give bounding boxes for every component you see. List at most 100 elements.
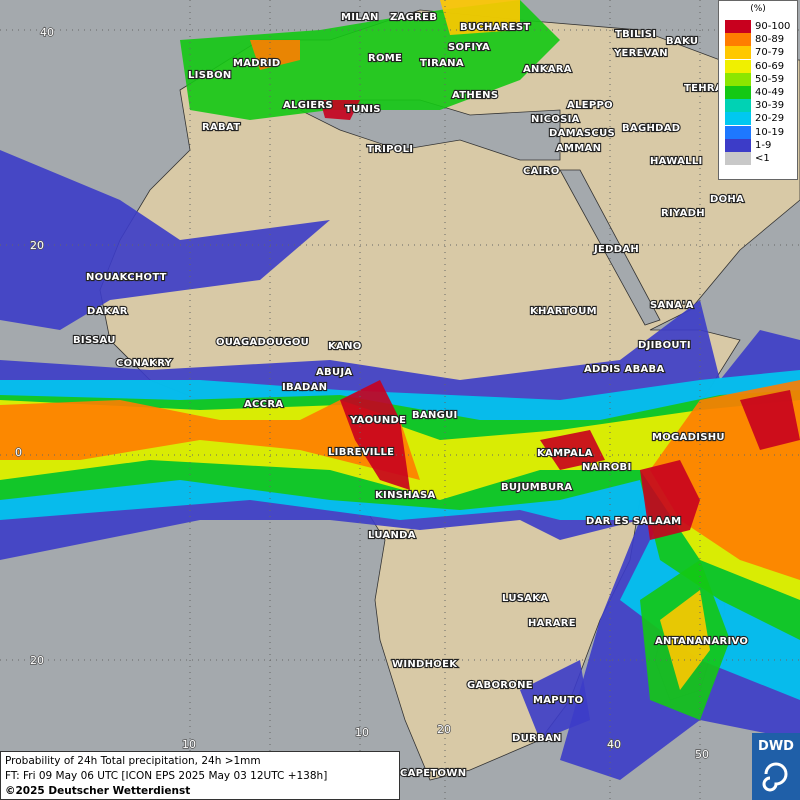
city-label: BANGUI [412, 410, 458, 421]
legend-label: 70-79 [755, 47, 785, 59]
city-label: WINDHOEK [392, 659, 458, 670]
legend-swatch [725, 59, 751, 73]
legend-label: 60-69 [755, 60, 785, 72]
city-label: YEREVAN [613, 48, 668, 59]
grid-label: 0 [15, 446, 22, 459]
city-label: ADDIS ABABA [584, 364, 665, 375]
city-label: SANA'A [650, 300, 694, 311]
precip-area [0, 150, 330, 330]
city-label: ALGIERS [283, 100, 333, 111]
grid-label: 10 [182, 738, 196, 751]
city-label: RIYADH [661, 208, 705, 219]
legend-entry: 10-19 [719, 125, 797, 139]
precip-area [440, 0, 520, 35]
legend-label: 90-100 [755, 21, 791, 33]
city-label: TIRANA [420, 58, 464, 69]
city-label: KINSHASA [375, 490, 436, 501]
legend-label: 1-9 [755, 139, 772, 151]
legend-label: <1 [755, 152, 770, 164]
legend-entry: 40-49 [719, 86, 797, 100]
caption: Probability of 24h Total precipitation, … [5, 755, 261, 767]
city-label: DURBAN [512, 733, 562, 744]
legend-swatch [725, 112, 751, 126]
precip-area [250, 40, 300, 70]
precip-area [740, 390, 800, 450]
city-label: DOHA [710, 194, 744, 205]
grid-label: 20 [30, 239, 44, 252]
city-label: CAIRO [523, 166, 560, 177]
legend-swatch [725, 72, 751, 86]
city-label: CAPETOWN [400, 768, 466, 779]
city-label: OUAGADOUGOU [216, 337, 309, 348]
city-label: JEDDAH [593, 244, 639, 255]
legend-entry: 80-89 [719, 33, 797, 47]
precip-area [660, 590, 710, 690]
city-label: SOFIYA [448, 42, 490, 53]
city-label: BAGHDAD [622, 123, 680, 134]
legend-swatch [725, 46, 751, 60]
city-label: MAPUTO [533, 695, 583, 706]
city-label: ABUJA [316, 367, 352, 378]
city-label: IBADAN [282, 382, 327, 393]
precip-area [0, 400, 420, 480]
city-label: YAOUNDE [349, 415, 406, 426]
city-label: HAWALLI [650, 156, 703, 167]
city-label: ATHENS [452, 90, 498, 101]
grid-label: 40 [607, 738, 621, 751]
city-label: MOGADISHU [652, 432, 725, 443]
city-label: KANO [328, 341, 362, 352]
city-label: LUANDA [368, 530, 416, 541]
city-label: MILAN [341, 12, 379, 23]
city-label: AMMAN [556, 143, 601, 154]
caption: FT: Fri 09 May 06 UTC [ICON EPS 2025 May… [5, 770, 328, 782]
city-label: TRIPOLI [367, 144, 413, 155]
legend-unit: (%) [750, 4, 766, 14]
logo: DWD [752, 733, 800, 800]
legend-entry: 90-100 [719, 20, 797, 34]
precip-area [540, 430, 605, 470]
city-label: KHARTOUM [530, 306, 597, 317]
city-label: MADRID [233, 58, 281, 69]
city-label: TUNIS [345, 104, 381, 115]
legend: (%) 90-100 80-89 70-79 60-69 50-59 40-49 30-39… [718, 0, 798, 180]
city-label: HARARE [528, 618, 576, 629]
city-label: ZAGREB [390, 12, 437, 23]
city-label: DAR ES SALAAM [586, 516, 681, 527]
legend-entry: 30-39 [719, 99, 797, 113]
legend-swatch [725, 138, 751, 152]
city-label: NOUAKCHOTT [86, 272, 167, 283]
legend-swatch [725, 86, 751, 100]
legend-entry: 50-59 [719, 72, 797, 86]
city-label: LIBREVILLE [328, 447, 394, 458]
legend-swatch [725, 20, 751, 34]
copyright: ©2025 Deutscher Wetterdienst [5, 785, 191, 797]
grid-label: 20 [437, 723, 451, 736]
legend-entries: 90-100 80-89 70-79 60-69 50-59 40-49 30-39 20-2… [719, 20, 797, 165]
logo-icon [762, 762, 788, 792]
grid-label: 10 [355, 726, 369, 739]
legend-swatch [725, 151, 751, 165]
city-label: KAMPALA [537, 448, 593, 459]
sea [559, 169, 661, 326]
legend-entry: 60-69 [719, 59, 797, 73]
grid-label: 20 [30, 654, 44, 667]
city-label: DAMASCUS [549, 128, 615, 139]
city-label: NICOSIA [531, 114, 580, 125]
precip-area [640, 460, 700, 540]
legend-label: 30-39 [755, 100, 785, 112]
city-label: DJIBOUTI [638, 340, 691, 351]
city-label: ANKARA [523, 64, 572, 75]
city-label: DAKAR [87, 306, 128, 317]
legend-label: 20-29 [755, 113, 785, 125]
city-label: BUCHAREST [460, 22, 530, 33]
city-label: LISBON [188, 70, 232, 81]
legend-entry: 1-9 [719, 138, 797, 152]
precip-area [320, 100, 360, 120]
legend-entry: 20-29 [719, 112, 797, 126]
legend-label: 80-89 [755, 34, 785, 46]
city-label: LUSAKA [502, 593, 548, 604]
legend-swatch [725, 99, 751, 113]
city-label: BISSAU [73, 335, 116, 346]
